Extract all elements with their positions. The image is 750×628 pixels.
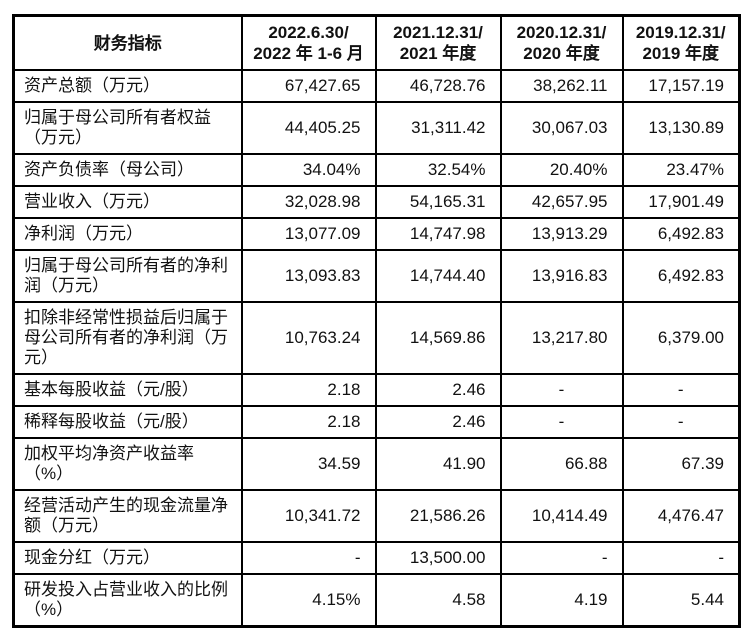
metric-value: 17,901.49 xyxy=(621,185,741,219)
metric-value: 13,093.83 xyxy=(240,249,377,303)
table-row: 净利润（万元） 13,077.09 14,747.98 13,913.29 6,492.… xyxy=(12,217,741,251)
metric-value: 67.39 xyxy=(621,437,741,491)
header-period-2020: 2020.12.31/ 2020 年度 xyxy=(499,14,624,71)
period-date: 2020.12.31/ xyxy=(516,23,607,42)
metric-label: 归属于母公司所有者权益（万元） xyxy=(12,101,243,155)
header-period-2019: 2019.12.31/ 2019 年度 xyxy=(621,14,741,71)
metric-value: 23.47% xyxy=(621,153,741,187)
metric-label: 现金分红（万元） xyxy=(12,541,243,575)
period-date: 2019.12.31/ xyxy=(635,23,726,42)
table-row: 资产总额（万元） 67,427.65 46,728.76 38,262.11 17,15… xyxy=(12,69,741,103)
metric-value: 6,379.00 xyxy=(621,301,741,375)
period-date: 2021.12.31/ xyxy=(393,23,483,42)
metric-label: 净利润（万元） xyxy=(12,217,243,251)
metric-value: - xyxy=(621,405,741,439)
metric-value: 66.88 xyxy=(499,437,624,491)
metric-value: 6,492.83 xyxy=(621,217,741,251)
metric-value: 34.59 xyxy=(240,437,377,491)
header-period-2021: 2021.12.31/ 2021 年度 xyxy=(374,14,502,71)
metric-value: 13,500.00 xyxy=(374,541,502,575)
metric-label: 加权平均净资产收益率（%） xyxy=(12,437,243,491)
metric-value: 2.18 xyxy=(240,405,377,439)
header-row: 财务指标 2022.6.30/ 2022 年 1-6 月 2021.12.31/… xyxy=(12,14,741,71)
table-row: 扣除非经常性损益后归属于母公司所有者的净利润（万元） 10,763.24 14,56… xyxy=(12,301,741,375)
metric-value: 17,157.19 xyxy=(621,69,741,103)
financial-metrics-table: 财务指标 2022.6.30/ 2022 年 1-6 月 2021.12.31/… xyxy=(12,14,741,628)
metric-value: - xyxy=(499,373,624,407)
metric-value: 4.19 xyxy=(499,573,624,628)
header-metric: 财务指标 xyxy=(12,14,243,71)
table-row: 研发投入占营业收入的比例（%） 4.15% 4.58 4.19 5.44 xyxy=(12,573,741,628)
period-range: 2019 年度 xyxy=(642,44,720,63)
metric-value: 20.40% xyxy=(499,153,624,187)
metric-value: 4.58 xyxy=(374,573,502,628)
period-range: 2021 年度 xyxy=(399,44,477,63)
metric-value: 13,913.29 xyxy=(499,217,624,251)
metric-value: 2.46 xyxy=(374,405,502,439)
metric-value: - xyxy=(240,541,377,575)
metric-label: 归属于母公司所有者的净利润（万元） xyxy=(12,249,243,303)
metric-label: 经营活动产生的现金流量净额（万元） xyxy=(12,489,243,543)
metric-label: 基本每股收益（元/股） xyxy=(12,373,243,407)
metric-value: 13,077.09 xyxy=(240,217,377,251)
header-period-2022h1: 2022.6.30/ 2022 年 1-6 月 xyxy=(240,14,377,71)
metric-value: 44,405.25 xyxy=(240,101,377,155)
table-row: 归属于母公司所有者权益（万元） 44,405.25 31,311.42 30,067.… xyxy=(12,101,741,155)
period-range: 2020 年度 xyxy=(523,44,600,63)
metric-value: 46,728.76 xyxy=(374,69,502,103)
metric-value: - xyxy=(621,373,741,407)
metric-value: 2.46 xyxy=(374,373,502,407)
metric-label: 营业收入（万元） xyxy=(12,185,243,219)
metric-value: 5.44 xyxy=(621,573,741,628)
metric-label: 资产总额（万元） xyxy=(12,69,243,103)
metric-value: 32.54% xyxy=(374,153,502,187)
table-row: 加权平均净资产收益率（%） 34.59 41.90 66.88 67.39 xyxy=(12,437,741,491)
metric-value: 38,262.11 xyxy=(499,69,624,103)
table-row: 基本每股收益（元/股） 2.18 2.46- - xyxy=(12,373,741,407)
metric-value: 2.18 xyxy=(240,373,377,407)
metric-value: - xyxy=(621,541,741,575)
metric-label: 稀释每股收益（元/股） xyxy=(12,405,243,439)
metric-label: 研发投入占营业收入的比例（%） xyxy=(12,573,243,628)
table-row: 经营活动产生的现金流量净额（万元） 10,341.72 21,586.26 10,41… xyxy=(12,489,741,543)
metric-value: 42,657.95 xyxy=(499,185,624,219)
table-body: 资产总额（万元） 67,427.65 46,728.76 38,262.11 17,15… xyxy=(12,69,741,628)
metric-value: 67,427.65 xyxy=(240,69,377,103)
metric-value: 14,747.98 xyxy=(374,217,502,251)
metric-value: 41.90 xyxy=(374,437,502,491)
metric-value: 10,341.72 xyxy=(240,489,377,543)
metric-value: 30,067.03 xyxy=(499,101,624,155)
metric-value: 31,311.42 xyxy=(374,101,502,155)
period-range: 2022 年 1-6 月 xyxy=(253,44,364,63)
metric-value: 13,130.89 xyxy=(621,101,741,155)
metric-value: 10,414.49 xyxy=(499,489,624,543)
metric-value: 4,476.47 xyxy=(621,489,741,543)
metric-value: 14,569.86 xyxy=(374,301,502,375)
metric-value: 13,217.80 xyxy=(499,301,624,375)
metric-value: - xyxy=(499,541,624,575)
table-row: 资产负债率（母公司） 34.04% 32.54% 20.40% 23.47% xyxy=(12,153,741,187)
metric-value: 14,744.40 xyxy=(374,249,502,303)
metric-value: 34.04% xyxy=(240,153,377,187)
table-row: 现金分红（万元） -13,500.00- - xyxy=(12,541,741,575)
metric-value: 10,763.24 xyxy=(240,301,377,375)
period-date: 2022.6.30/ xyxy=(268,23,349,42)
metric-value: 6,492.83 xyxy=(621,249,741,303)
metric-value: 13,916.83 xyxy=(499,249,624,303)
table-row: 营业收入（万元） 32,028.98 54,165.31 42,657.95 17,90… xyxy=(12,185,741,219)
metric-label: 资产负债率（母公司） xyxy=(12,153,243,187)
table-row: 归属于母公司所有者的净利润（万元） 13,093.83 14,744.40 13,91… xyxy=(12,249,741,303)
table-row: 稀释每股收益（元/股） 2.18 2.46- - xyxy=(12,405,741,439)
metric-value: 54,165.31 xyxy=(374,185,502,219)
metric-value: 4.15% xyxy=(240,573,377,628)
metric-value: 21,586.26 xyxy=(374,489,502,543)
metric-value: 32,028.98 xyxy=(240,185,377,219)
metric-label: 扣除非经常性损益后归属于母公司所有者的净利润（万元） xyxy=(12,301,243,375)
metric-value: - xyxy=(499,405,624,439)
